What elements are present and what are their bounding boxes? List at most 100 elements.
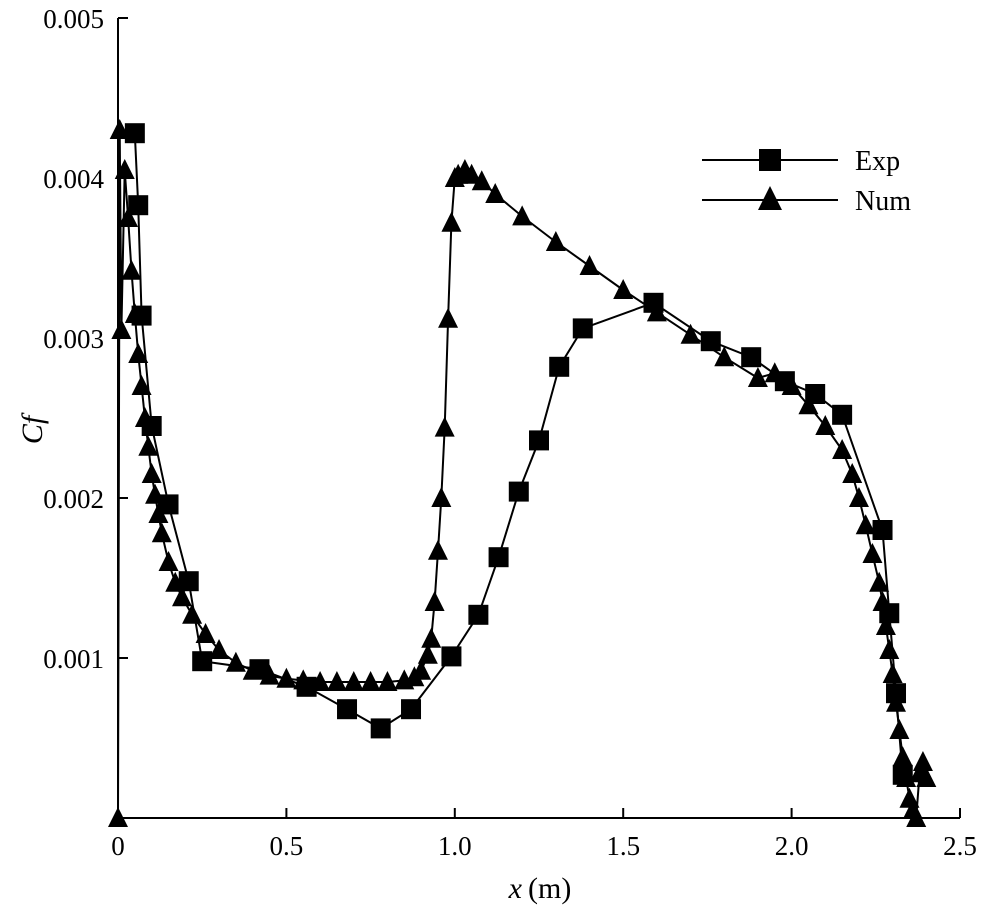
data-point-exp bbox=[124, 123, 145, 144]
data-point-num bbox=[145, 483, 166, 504]
data-point-exp bbox=[572, 318, 593, 339]
data-point-num bbox=[121, 259, 142, 280]
data-point-num bbox=[869, 571, 890, 592]
data-point-num bbox=[889, 719, 910, 739]
data-point-exp bbox=[441, 646, 462, 667]
x-tick-label: 2.0 bbox=[775, 831, 809, 861]
data-point-num bbox=[441, 211, 462, 232]
data-point-num bbox=[114, 159, 135, 179]
data-point-num bbox=[141, 463, 162, 483]
data-point-num bbox=[912, 751, 933, 771]
data-point-num bbox=[109, 119, 130, 139]
data-point-num bbox=[417, 643, 438, 664]
data-point-exp bbox=[832, 404, 853, 425]
data-point-num bbox=[134, 407, 155, 427]
data-point-num bbox=[862, 543, 883, 563]
data-point-num bbox=[434, 416, 455, 437]
y-tick-label: 0.002 bbox=[43, 484, 104, 514]
data-point-num bbox=[276, 667, 297, 688]
data-point-num bbox=[209, 639, 230, 659]
data-point-num bbox=[118, 207, 139, 227]
x-tick-label: 1.5 bbox=[606, 831, 640, 861]
data-point-num bbox=[148, 503, 169, 523]
data-point-num bbox=[886, 691, 907, 712]
data-point-num bbox=[310, 671, 331, 691]
y-tick-label: 0.005 bbox=[43, 4, 104, 34]
data-point-exp bbox=[529, 430, 549, 451]
data-point-num bbox=[892, 746, 913, 767]
data-point-num bbox=[872, 591, 893, 611]
data-point-num bbox=[747, 367, 768, 387]
data-point-num bbox=[293, 669, 314, 690]
data-point-num bbox=[798, 394, 819, 415]
data-point-num bbox=[259, 664, 280, 685]
data-point-num bbox=[421, 627, 442, 648]
data-point-num bbox=[848, 487, 869, 507]
data-point-num bbox=[182, 603, 203, 624]
data-point-num bbox=[916, 767, 937, 787]
data-point-num bbox=[225, 651, 246, 672]
data-point-num bbox=[171, 586, 192, 607]
data-point-num bbox=[879, 639, 900, 659]
data-point-exp bbox=[128, 195, 149, 216]
data-point-num bbox=[815, 415, 836, 435]
x-axis-unit: (m) bbox=[528, 872, 571, 905]
series-layer bbox=[108, 119, 937, 827]
data-point-num bbox=[485, 183, 506, 203]
ticks: 0 0.5 1.0 1.5 2.0 2.5 0.001 0.002 0.003 0.004 0.00… bbox=[43, 4, 977, 861]
data-point-num bbox=[512, 205, 533, 226]
data-point-num bbox=[714, 346, 735, 367]
y-axis-title: Cf bbox=[16, 412, 49, 444]
data-point-num bbox=[855, 514, 876, 535]
x-axis-title: x (m) bbox=[508, 872, 572, 905]
legend-label-exp: Exp bbox=[855, 146, 900, 177]
x-tick-label: 0 bbox=[111, 831, 125, 861]
data-point-num bbox=[680, 323, 701, 344]
data-point-num bbox=[138, 435, 159, 456]
data-point-num bbox=[461, 163, 482, 184]
data-point-num bbox=[646, 301, 667, 322]
data-point-num bbox=[613, 279, 634, 299]
data-point-num bbox=[832, 439, 853, 459]
data-point-num bbox=[471, 170, 492, 191]
data-point-exp bbox=[178, 571, 199, 592]
data-point-num bbox=[377, 671, 398, 691]
series-num bbox=[108, 119, 937, 827]
data-point-exp bbox=[872, 520, 893, 540]
data-point-num bbox=[438, 307, 459, 328]
data-point-num bbox=[842, 463, 863, 483]
data-point-exp bbox=[700, 331, 721, 352]
legend-marker-num bbox=[758, 186, 782, 210]
data-point-num bbox=[360, 671, 381, 691]
data-point-num bbox=[151, 522, 172, 543]
data-point-num bbox=[579, 255, 600, 275]
y-tick-label: 0.003 bbox=[43, 324, 104, 354]
series-line-num bbox=[117, 129, 928, 819]
data-point-num bbox=[906, 807, 927, 827]
x-tick-label: 1.0 bbox=[438, 831, 472, 861]
data-point-num bbox=[781, 375, 802, 395]
data-point-num bbox=[427, 539, 448, 560]
data-point-num bbox=[411, 659, 432, 680]
data-point-num bbox=[882, 663, 903, 683]
data-point-num bbox=[242, 659, 263, 680]
legend: Exp Num bbox=[702, 146, 911, 217]
data-point-exp bbox=[549, 356, 570, 377]
axes: Cf x (m) bbox=[16, 18, 960, 905]
data-point-num bbox=[131, 375, 152, 395]
data-point-exp bbox=[468, 604, 489, 625]
data-point-num bbox=[875, 615, 896, 635]
data-point-num bbox=[424, 591, 445, 611]
data-point-num bbox=[899, 787, 920, 808]
data-point-num bbox=[108, 807, 128, 827]
data-point-num bbox=[124, 303, 145, 323]
x-tick-label: 0.5 bbox=[270, 831, 304, 861]
data-point-num bbox=[545, 231, 566, 251]
data-point-num bbox=[343, 671, 364, 691]
data-point-exp bbox=[370, 718, 391, 739]
data-point-exp bbox=[337, 699, 358, 720]
data-point-exp bbox=[488, 547, 509, 568]
data-point-exp bbox=[508, 481, 529, 502]
data-point-num bbox=[326, 671, 347, 691]
